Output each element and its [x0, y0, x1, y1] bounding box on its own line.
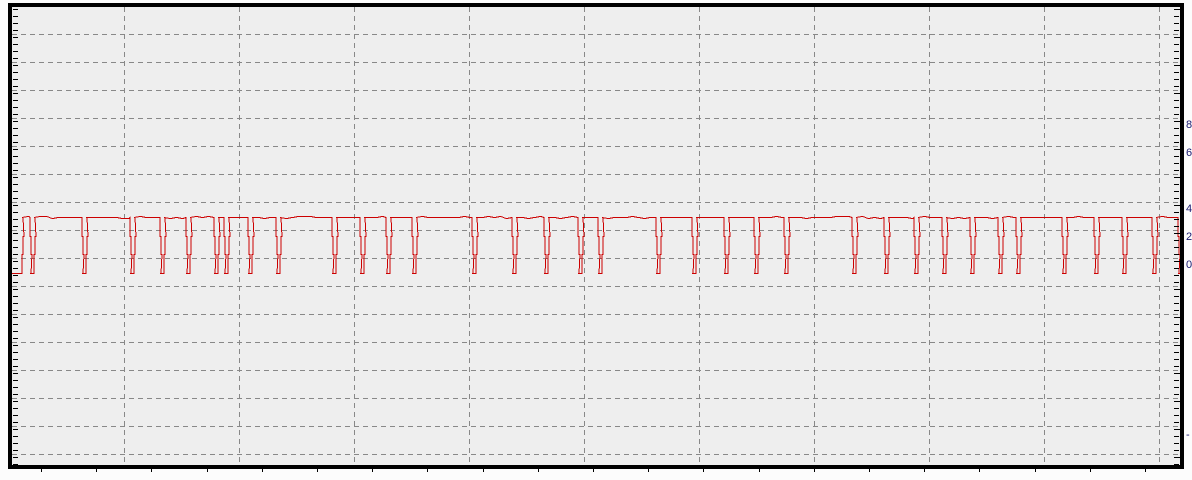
- y-axis-right-ticks: [1174, 9, 1181, 465]
- y-tick-label: 8: [1186, 119, 1192, 131]
- y-tick-label: 4: [1186, 203, 1192, 215]
- y-tick-label: -: [1186, 429, 1190, 441]
- y-tick-label: 6: [1186, 147, 1192, 159]
- signal-trace: [12, 216, 1180, 274]
- y-axis-tick-labels: 8 6 4 2 0 -: [1186, 0, 1192, 480]
- gridlines: [12, 7, 1180, 465]
- y-tick-label: 2: [1186, 231, 1192, 243]
- y-axis-left-ticks: [13, 9, 18, 465]
- plot-area: [12, 7, 1180, 465]
- plot-frame: [8, 3, 1184, 469]
- y-tick-label: 0: [1186, 259, 1192, 271]
- x-axis-bottom-ticks: [41, 465, 1146, 472]
